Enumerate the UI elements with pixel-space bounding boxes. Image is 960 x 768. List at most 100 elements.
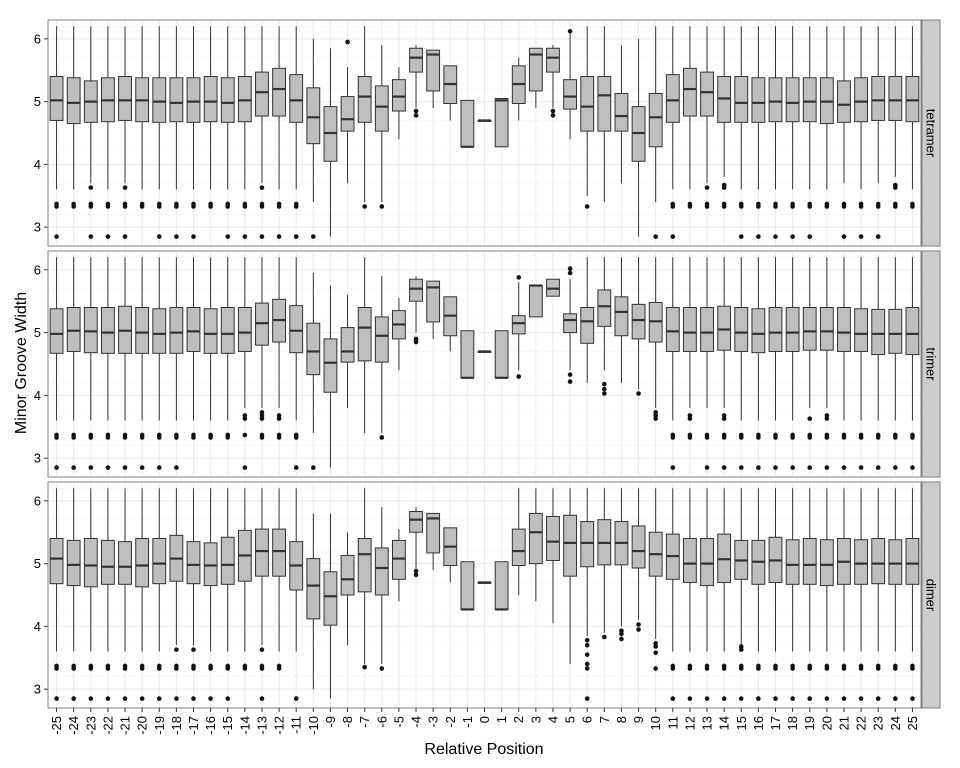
box-trimer-pos--18	[169, 257, 184, 470]
x-tick-label: 23	[871, 716, 886, 730]
box-trimer-pos--19	[152, 257, 167, 470]
outlier-point	[242, 234, 248, 239]
box-iqr	[768, 307, 783, 352]
x-tick-label: 14	[717, 716, 732, 730]
box-iqr	[49, 538, 64, 585]
box-dimer-pos--1	[460, 561, 475, 611]
x-tick-label: -12	[272, 716, 287, 735]
outlier-point	[773, 465, 778, 470]
box-tetramer-pos-0	[477, 119, 492, 122]
box-iqr	[49, 308, 64, 354]
outlier-point	[191, 432, 196, 438]
box-iqr	[580, 76, 595, 132]
outlier-point	[88, 201, 94, 207]
outlier-point	[293, 432, 299, 438]
outlier-point	[670, 234, 676, 239]
box-tetramer-pos-4	[546, 45, 560, 118]
box-tetramer-pos-25	[905, 26, 920, 209]
box-dimer-pos-7	[597, 488, 612, 640]
outlier-point	[567, 29, 573, 34]
box-dimer-pos--7	[357, 488, 372, 670]
box-dimer-pos-1	[494, 561, 509, 611]
x-tick-label: -8	[340, 716, 355, 728]
box-iqr	[169, 77, 184, 123]
box-iqr	[734, 307, 749, 352]
box-trimer-pos-1	[494, 330, 509, 379]
outlier-point	[653, 410, 658, 415]
box-trimer-pos--12	[272, 257, 287, 440]
outlier-point	[105, 201, 111, 207]
box-iqr	[802, 307, 817, 351]
box-iqr	[289, 305, 304, 354]
outlier-point	[225, 696, 231, 701]
facet-panel-tetramer: 3 4 5 6 tetramer	[34, 19, 941, 247]
box-tetramer-pos-11	[665, 26, 680, 239]
box-dimer-pos-24	[888, 488, 903, 701]
box-iqr	[734, 76, 749, 123]
box-iqr	[409, 511, 423, 533]
box-dimer-pos-16	[751, 488, 766, 701]
box-iqr	[357, 307, 372, 362]
outlier-point	[602, 634, 607, 640]
box-iqr	[511, 528, 526, 566]
x-tick-label: 2	[511, 716, 526, 723]
box-dimer-pos--6	[374, 507, 389, 671]
outlier-point	[293, 696, 299, 701]
x-tick-label: 12	[682, 716, 697, 730]
box-iqr	[186, 307, 201, 352]
x-tick-label: 21	[836, 716, 851, 730]
box-iqr	[220, 307, 235, 354]
outlier-point	[893, 201, 898, 207]
outlier-point	[841, 432, 847, 438]
box-iqr	[854, 308, 869, 352]
outlier-point	[824, 201, 830, 207]
box-tetramer-pos-15	[734, 26, 749, 239]
box-trimer-pos--24	[66, 257, 81, 470]
box-tetramer-pos--16	[203, 26, 218, 209]
outlier-point	[88, 465, 94, 470]
x-tick-label: -16	[203, 716, 218, 735]
x-tick-label: -23	[83, 716, 98, 735]
outlier-point	[259, 410, 265, 415]
outlier-point	[910, 201, 915, 207]
y-tick-label: 4	[34, 619, 41, 634]
box-iqr	[83, 538, 98, 588]
box-trimer-pos--6	[374, 276, 389, 440]
facet-panel-dimer: 3 4 5 6 dimer	[34, 481, 941, 709]
box-dimer-pos-10	[648, 488, 663, 671]
outlier-point	[276, 413, 282, 418]
box-iqr	[700, 307, 714, 352]
x-tick-label: -3	[426, 716, 441, 728]
box-iqr	[888, 308, 903, 354]
box-dimer-pos-3	[528, 488, 543, 602]
box-trimer-pos--7	[357, 257, 372, 434]
outlier-point	[704, 696, 710, 701]
box-dimer-pos-23	[871, 488, 886, 701]
box-trimer-pos-13	[700, 257, 714, 470]
outlier-point	[139, 201, 145, 207]
box-iqr	[580, 307, 595, 344]
outlier-point	[242, 201, 248, 207]
box-tetramer-pos--5	[391, 67, 406, 140]
x-tick-label: 8	[614, 716, 629, 723]
outlier-point	[122, 465, 128, 470]
x-tick-label: 19	[802, 716, 817, 730]
outlier-point	[276, 432, 282, 438]
box-trimer-pos-7	[597, 257, 612, 396]
outlier-point	[738, 663, 744, 669]
box-iqr	[905, 307, 920, 356]
box-tetramer-pos-12	[682, 26, 697, 209]
box-trimer-pos-2	[511, 275, 526, 379]
x-tick-label: 17	[768, 716, 783, 730]
box-iqr	[135, 307, 150, 354]
panel-border	[47, 250, 922, 478]
outlier-point	[71, 432, 76, 438]
box-trimer-pos--3	[426, 280, 441, 339]
outlier-point	[105, 696, 111, 701]
box-iqr	[83, 307, 98, 354]
outlier-point	[191, 201, 196, 207]
box-iqr	[768, 77, 783, 123]
box-dimer-pos--21	[118, 488, 132, 701]
facet-panel-trimer: 3 4 5 6 trimer	[34, 250, 941, 478]
box-iqr	[665, 74, 680, 123]
